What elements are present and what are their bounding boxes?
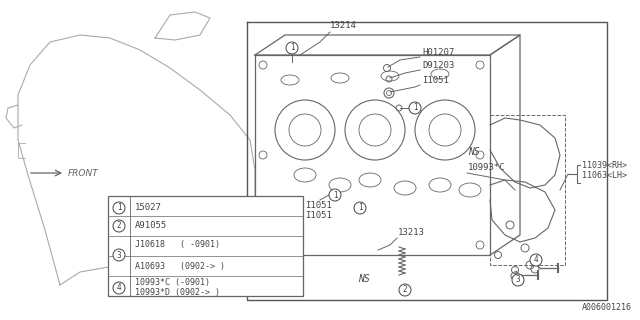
Bar	[108, 196, 303, 296]
Text: 3: 3	[116, 251, 122, 260]
Text: A006001216: A006001216	[582, 303, 632, 312]
Circle shape	[113, 282, 125, 294]
Text: FRONT: FRONT	[68, 169, 99, 178]
Circle shape	[113, 220, 125, 232]
Circle shape	[354, 202, 366, 214]
Text: NS: NS	[468, 147, 480, 157]
Text: I1051: I1051	[422, 76, 449, 85]
Text: 10993*D (0902-> ): 10993*D (0902-> )	[135, 289, 220, 298]
Text: NS: NS	[358, 274, 370, 284]
Text: 13213: 13213	[398, 228, 425, 237]
Text: 15027: 15027	[135, 204, 162, 212]
Text: 10993*C: 10993*C	[468, 163, 506, 172]
Text: 1: 1	[290, 44, 294, 52]
Text: 4: 4	[534, 255, 538, 265]
Text: 1: 1	[116, 204, 122, 212]
Circle shape	[329, 189, 341, 201]
Text: 1: 1	[413, 103, 417, 113]
Circle shape	[113, 249, 125, 261]
Text: D91203: D91203	[422, 61, 454, 70]
Text: 1: 1	[358, 204, 362, 212]
Text: J10618   ( -0901): J10618 ( -0901)	[135, 239, 220, 249]
Text: A10693   (0902-> ): A10693 (0902-> )	[135, 261, 225, 270]
Circle shape	[512, 274, 524, 286]
Text: 11063<LH>: 11063<LH>	[582, 171, 627, 180]
Text: 13214: 13214	[330, 21, 357, 30]
Circle shape	[399, 284, 411, 296]
Text: A91055: A91055	[135, 221, 167, 230]
Circle shape	[530, 254, 542, 266]
Circle shape	[113, 202, 125, 214]
Circle shape	[286, 42, 298, 54]
Text: 11039<RH>: 11039<RH>	[582, 161, 627, 170]
Text: I1051: I1051	[305, 211, 332, 220]
Text: 10993*C (-0901): 10993*C (-0901)	[135, 278, 210, 287]
Text: 2: 2	[116, 221, 122, 230]
Circle shape	[409, 102, 421, 114]
Text: 2: 2	[403, 285, 407, 294]
Text: 3: 3	[516, 276, 520, 284]
Text: I1051: I1051	[305, 201, 332, 210]
Text: 1: 1	[333, 190, 337, 199]
Text: H01207: H01207	[422, 48, 454, 57]
Text: 4: 4	[116, 284, 122, 292]
